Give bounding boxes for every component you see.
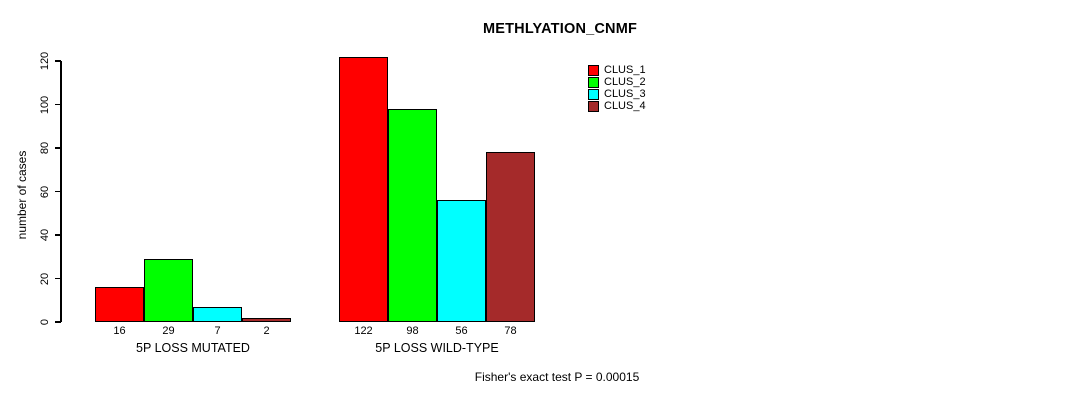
bar-value-label: 29 (162, 325, 175, 337)
legend: CLUS_1 CLUS_2 CLUS_3 CLUS_4 (588, 64, 646, 112)
legend-item-clus_1: CLUS_1 (588, 64, 646, 76)
bar-clus_4-2 (486, 152, 535, 322)
legend-label: CLUS_3 (604, 88, 646, 100)
y-tick-mark (55, 234, 61, 236)
bar-clus_4-1 (242, 318, 291, 322)
legend-item-clus_4: CLUS_4 (588, 100, 646, 112)
bar-clus_2-1 (144, 259, 193, 322)
y-tick-label: 60 (39, 185, 51, 198)
bar-clus_3-2 (437, 200, 486, 322)
y-tick-mark (55, 103, 61, 106)
legend-swatch-icon (588, 64, 599, 76)
bar-clus_1-2 (339, 57, 388, 322)
y-axis-label: number of cases (15, 150, 29, 240)
legend-swatch-icon (588, 76, 599, 88)
chart-title: METHLYATION_CNMF (482, 21, 638, 37)
category-label-2: 5P LOSS WILD-TYPE (375, 341, 499, 355)
y-tick-label: 120 (39, 51, 51, 71)
bar-clus_1-1 (95, 287, 144, 322)
legend-label: CLUS_2 (604, 76, 646, 88)
y-tick-mark (55, 277, 61, 280)
annotation-text: Fisher's exact test P = 0.00015 (474, 370, 640, 384)
bar-value-label: 78 (504, 325, 517, 337)
bar-clus_3-1 (193, 307, 242, 322)
legend-item-clus_3: CLUS_3 (588, 88, 646, 100)
bar-clus_2-2 (388, 109, 437, 322)
y-tick-mark (55, 147, 61, 149)
category-label-1: 5P LOSS MUTATED (136, 341, 250, 355)
y-tick-mark (55, 60, 61, 62)
legend-swatch-icon (588, 88, 599, 100)
y-tick-label: 40 (39, 228, 51, 242)
legend-item-clus_2: CLUS_2 (588, 76, 646, 88)
bar-value-label: 16 (113, 325, 126, 337)
legend-swatch-icon (588, 100, 599, 112)
y-tick-label: 80 (39, 141, 51, 155)
y-tick-label: 0 (39, 318, 51, 326)
bar-value-label: 98 (406, 325, 419, 337)
legend-label: CLUS_1 (604, 64, 646, 76)
y-tick-label: 20 (39, 272, 51, 285)
y-tick-mark (55, 321, 61, 323)
bar-value-label: 122 (354, 325, 373, 337)
bar-value-label: 2 (263, 325, 270, 337)
y-tick-mark (55, 190, 61, 193)
y-tick-label: 100 (39, 95, 51, 114)
bar-value-label: 56 (455, 325, 468, 337)
legend-label: CLUS_4 (604, 100, 646, 112)
bar-value-label: 7 (214, 325, 221, 337)
